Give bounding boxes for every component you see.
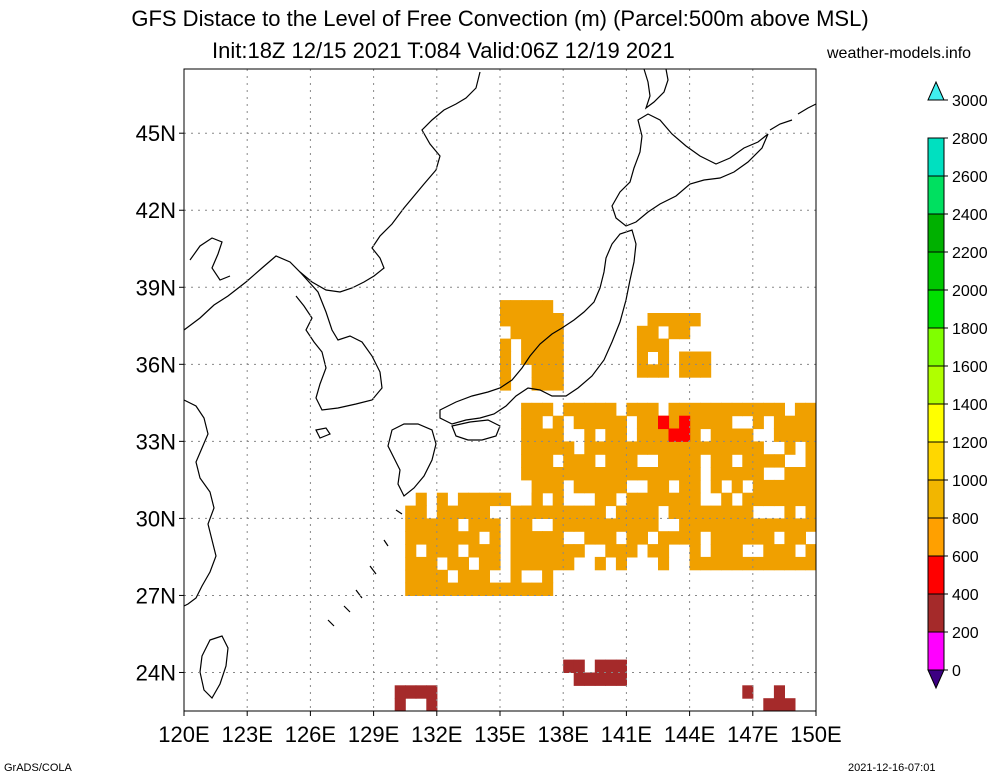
lon-tick-label: 132E — [411, 722, 462, 747]
lfc-region-3 — [500, 300, 564, 391]
colorbar-min-arrow — [927, 669, 945, 690]
colorbar — [927, 80, 945, 690]
colorbar-label: 1400 — [952, 397, 988, 414]
lon-tick-labels: 120E 123E 126E 129E 132E 135E 138E 141E 144E 147E… — [158, 711, 842, 747]
lat-tick-label: 30N — [136, 506, 176, 531]
colorbar-label: 600 — [952, 549, 979, 566]
colorbar-label: 200 — [952, 625, 979, 642]
colorbar-label: 2000 — [952, 283, 988, 300]
coastline-layer — [184, 69, 816, 699]
colorbar-label: 1600 — [952, 359, 988, 376]
colorbar-segment — [927, 327, 945, 367]
coastline-hokkaido — [611, 113, 769, 227]
colorbar-segment — [927, 555, 945, 595]
lfc-field-layer — [394, 300, 816, 711]
colorbar-label: 2200 — [952, 245, 988, 262]
colorbar-max-arrow — [927, 80, 945, 101]
colorbar-segment — [927, 517, 945, 557]
lfc-region-0 — [405, 492, 554, 596]
coastline-ryukyu — [327, 509, 403, 627]
coastline-shikoku — [451, 419, 501, 441]
chart-subtitle: Init:18Z 12/15 2021 T:084 Valid:06Z 12/1… — [212, 38, 675, 63]
lat-tick-label: 45N — [136, 121, 176, 146]
colorbar-segment — [927, 593, 945, 633]
colorbar-segment — [927, 365, 945, 405]
colorbar-segment — [927, 403, 945, 443]
lfc-region-2 — [636, 313, 712, 378]
lat-tick-label: 36N — [136, 352, 176, 377]
colorbar-label: 0 — [952, 663, 961, 680]
colorbar-segment — [927, 441, 945, 481]
colorbar-label: 2600 — [952, 169, 988, 186]
coastline-china — [184, 399, 217, 607]
chart-title: GFS Distace to the Level of Free Convect… — [131, 6, 869, 31]
lon-tick-label: 144E — [664, 722, 715, 747]
lfc-region-1 — [521, 402, 816, 571]
footer-software: GrADS/COLA — [4, 762, 72, 774]
coastline-jeju — [315, 427, 331, 439]
colorbar-label: 2400 — [952, 207, 988, 224]
coastline-kyushu — [387, 423, 437, 497]
lon-tick-label: 150E — [790, 722, 841, 747]
lat-tick-label: 27N — [136, 583, 176, 608]
lon-tick-label: 138E — [538, 722, 589, 747]
coastline-korea — [295, 271, 383, 411]
colorbar-segment — [927, 213, 945, 253]
lon-tick-label: 141E — [601, 722, 652, 747]
colorbar-segment — [927, 251, 945, 291]
lat-tick-labels: 24N 27N 30N 33N 36N 39N 42N 45N — [136, 121, 184, 685]
colorbar-label: 1800 — [952, 321, 988, 338]
coastline-sakhalin — [643, 69, 669, 110]
coastline-bohai — [189, 237, 231, 281]
lon-tick-label: 129E — [348, 722, 399, 747]
colorbar-segment — [927, 631, 945, 671]
lfc-region-5 — [394, 685, 438, 711]
coastline-honshu — [439, 229, 637, 425]
colorbar-label: 1200 — [952, 435, 988, 452]
colorbar-segment — [927, 479, 945, 519]
lat-tick-label: 42N — [136, 198, 176, 223]
colorbar-label: 2800 — [952, 131, 988, 148]
lon-tick-label: 123E — [222, 722, 273, 747]
lon-tick-label: 135E — [474, 722, 525, 747]
lat-tick-label: 24N — [136, 660, 176, 685]
colorbar-label: 3000 — [952, 93, 988, 110]
coastline-taiwan — [199, 635, 229, 699]
lon-tick-label: 120E — [158, 722, 209, 747]
colorbar-label: 400 — [952, 587, 979, 604]
colorbar-segment — [927, 175, 945, 215]
coastline-kurils — [769, 103, 816, 131]
lfc-region-6 — [742, 685, 796, 711]
lat-tick-label: 33N — [136, 429, 176, 454]
colorbar-labels: 0 200 400 600 800 1000 1200 1400 1600 1800 2000 220… — [944, 93, 988, 680]
footer-timestamp: 2021-12-16-07:01 — [848, 762, 936, 774]
coastline-mainland — [184, 71, 481, 331]
colorbar-segment — [927, 137, 945, 177]
lfc-region-4 — [563, 659, 627, 686]
colorbar-segment — [927, 289, 945, 329]
colorbar-label: 1000 — [952, 473, 988, 490]
lon-tick-label: 147E — [727, 722, 778, 747]
lon-tick-label: 126E — [285, 722, 336, 747]
site-credit: weather-models.info — [827, 45, 972, 62]
lfc-region-7 — [658, 415, 691, 442]
colorbar-label: 800 — [952, 511, 979, 528]
lat-tick-label: 39N — [136, 275, 176, 300]
